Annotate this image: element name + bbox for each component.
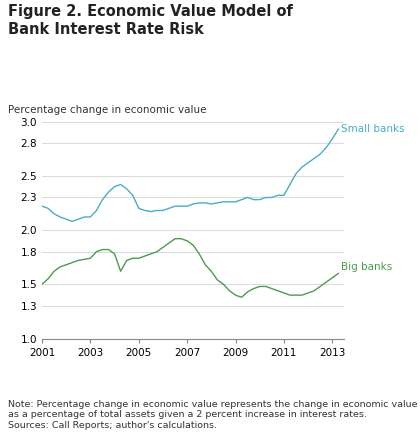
Text: Note: Percentage change in economic value represents the change in economic valu: Note: Percentage change in economic valu… [8, 400, 418, 430]
Text: Small banks: Small banks [341, 124, 404, 134]
Text: Big banks: Big banks [341, 262, 392, 272]
Text: Percentage change in economic value: Percentage change in economic value [8, 105, 207, 115]
Text: Figure 2. Economic Value Model of
Bank Interest Rate Risk: Figure 2. Economic Value Model of Bank I… [8, 4, 293, 37]
